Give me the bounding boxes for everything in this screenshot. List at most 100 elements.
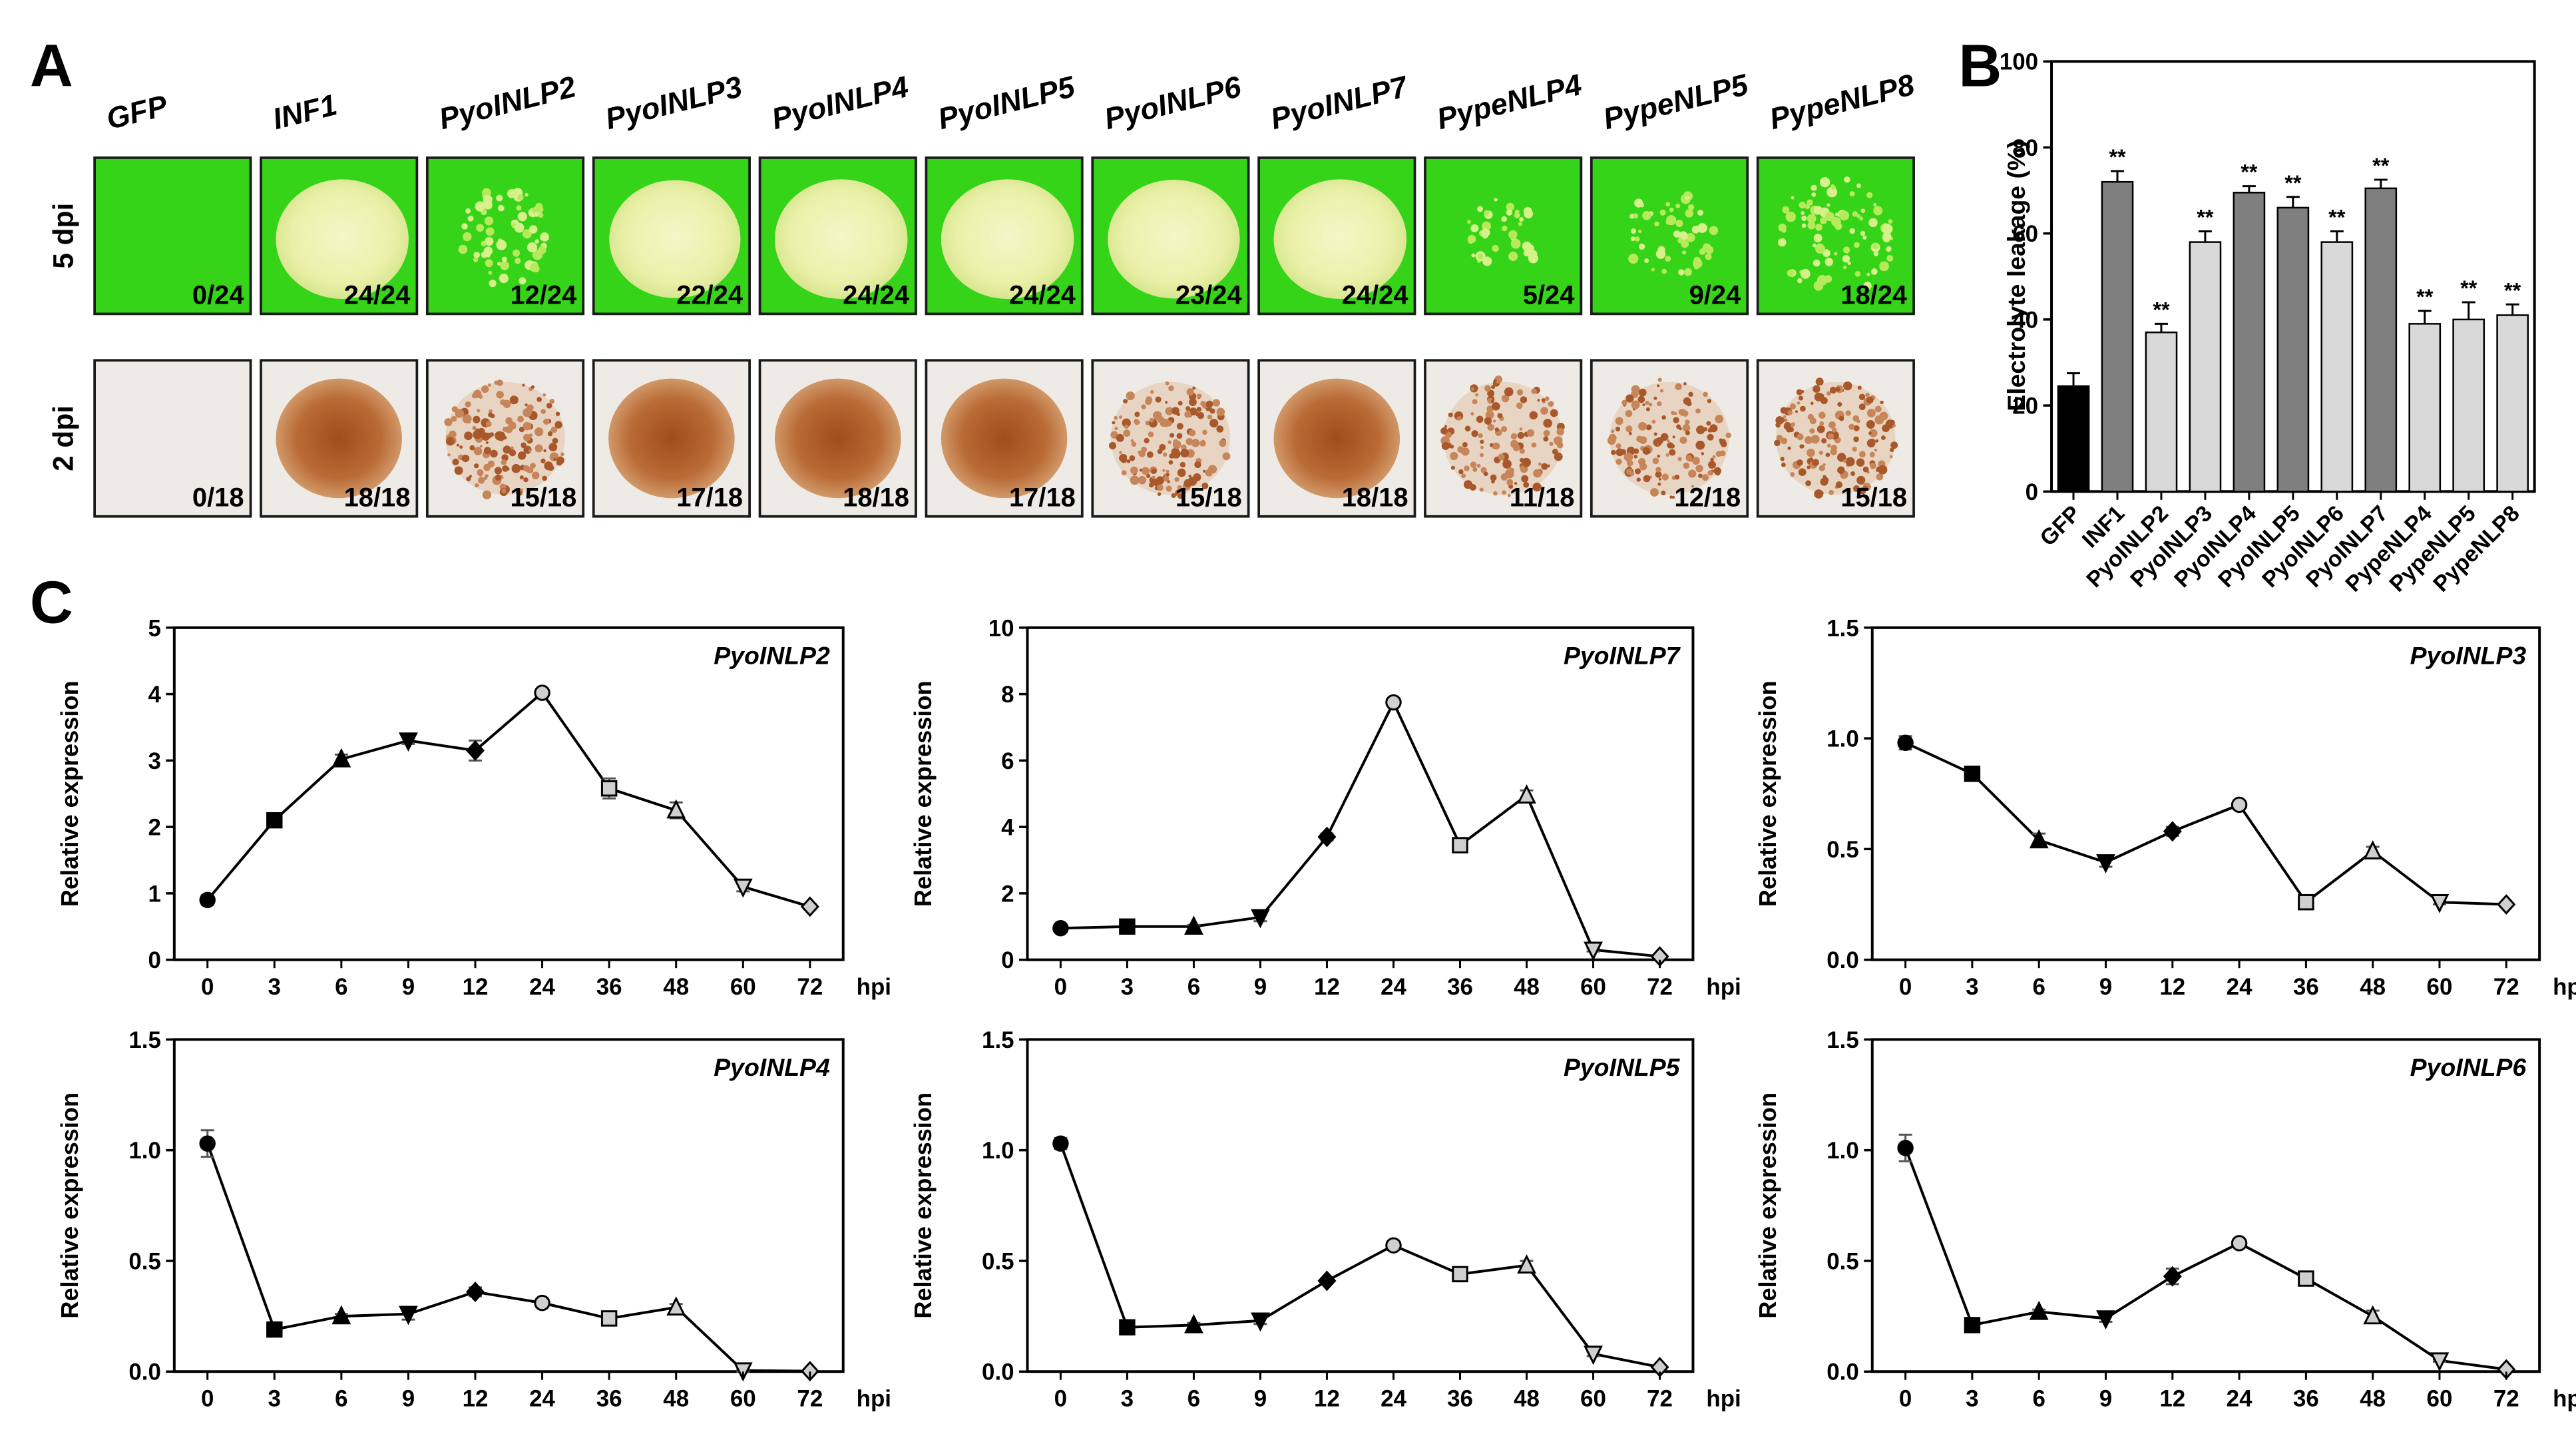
lesion-spot	[496, 240, 507, 250]
dab-spot	[1862, 485, 1868, 491]
dab-spot	[489, 409, 493, 413]
dab-spot	[1146, 473, 1151, 479]
data-point	[1897, 1140, 1914, 1156]
dab-spot	[1675, 383, 1682, 391]
dab-spot	[1874, 405, 1882, 413]
lesion-spot	[465, 208, 471, 214]
x-tick-label: 72	[1647, 974, 1673, 1000]
dab-spot	[503, 399, 511, 408]
dab-spot	[1787, 446, 1791, 450]
dab-spot	[1543, 436, 1549, 442]
score-label: 22/24	[676, 280, 743, 310]
dab-spot	[1852, 447, 1857, 452]
series-line	[206, 690, 811, 908]
data-point	[534, 1294, 550, 1312]
y-tick-label: 0	[1001, 947, 1014, 973]
lesion-spot	[1866, 272, 1870, 276]
dab-spot	[503, 445, 511, 454]
data-point	[666, 799, 686, 819]
dab-spot	[1875, 439, 1879, 443]
x-tick-label: 6	[1187, 1386, 1200, 1412]
dab-spot	[1645, 401, 1649, 405]
dab-spot	[1138, 475, 1147, 485]
dab-spot	[1821, 438, 1827, 444]
dab-spot	[1498, 453, 1505, 461]
dab-spot	[1510, 433, 1518, 440]
lesion-spot	[1801, 215, 1807, 221]
dab-spot	[1774, 439, 1781, 447]
dab-spot	[553, 457, 556, 461]
dab-spot	[1124, 424, 1129, 429]
dab-spot	[1819, 421, 1825, 426]
lesion-spot	[1502, 225, 1508, 232]
dab-spot	[1698, 473, 1703, 479]
dab-spot	[1470, 461, 1477, 468]
lesion-spot	[1854, 242, 1860, 248]
significance-marker: **	[2460, 276, 2477, 300]
y-tick-label: 1.0	[128, 1138, 161, 1164]
dab-spot	[1795, 410, 1799, 413]
column-label-pypenlp5: PypeNLP5	[1600, 67, 1752, 136]
data-point	[266, 1321, 283, 1338]
lesion-spot	[1633, 213, 1639, 219]
dab-spot	[1837, 401, 1842, 407]
lesion-spot	[529, 225, 538, 234]
necrotic-lesion	[609, 180, 741, 298]
dab-spot	[1520, 396, 1528, 403]
dab-spot	[1796, 389, 1803, 395]
dab-stain	[941, 378, 1068, 499]
dab-spot	[1169, 453, 1174, 459]
dab-spot	[1853, 436, 1859, 443]
column-label-pyoinlp7: PyoINLP7	[1267, 69, 1412, 136]
dab-spot	[1661, 490, 1666, 496]
x-tick-label-gfp: GFP	[2036, 501, 2085, 551]
dab-spot	[1691, 456, 1700, 465]
dab-spot	[1472, 467, 1478, 472]
dab-spot	[1497, 413, 1503, 419]
dab-spot	[542, 393, 546, 397]
leaf-background	[1591, 157, 1748, 314]
y-tick-label: 10	[988, 615, 1014, 641]
dab-spot	[473, 447, 483, 455]
dab-spot	[1823, 463, 1826, 467]
x-tick-label: 3	[1966, 1386, 1978, 1412]
dab-spot	[1531, 388, 1537, 394]
dab-spot	[1201, 439, 1205, 443]
x-axis-label: hpi	[857, 1386, 891, 1412]
dab-spot	[1484, 417, 1492, 425]
y-tick-label: 100	[2000, 49, 2038, 75]
dab-spot	[481, 385, 489, 393]
dab-spot	[1685, 419, 1690, 425]
dab-spot	[1180, 461, 1186, 468]
dab-spot	[1119, 415, 1123, 419]
x-tick-label: 0	[201, 974, 214, 1000]
x-tick-label: 3	[1121, 1386, 1134, 1412]
dab-spot	[1625, 394, 1634, 403]
leaf-tile-5dpi-pypenlp5: 9/24	[1590, 156, 1749, 316]
dab-spot	[495, 474, 501, 481]
dab-spot	[1441, 441, 1450, 450]
dab-spot	[1819, 450, 1823, 455]
tile-frame	[1257, 156, 1416, 316]
leaf-tile-5dpi-pyoinlp2: 12/24	[425, 156, 585, 316]
significance-marker: **	[2241, 160, 2258, 184]
dab-stain	[608, 378, 735, 499]
dab-spot	[1186, 388, 1194, 396]
dab-spot	[447, 453, 451, 457]
dab-spot	[511, 463, 521, 473]
lesion-spot	[1807, 221, 1816, 230]
dab-spot	[511, 446, 514, 450]
dab-spot	[1715, 415, 1723, 423]
dab-spot	[528, 449, 532, 453]
y-tick-label: 1.5	[982, 1027, 1014, 1053]
data-point	[1584, 1345, 1603, 1365]
data-point	[2497, 894, 2516, 915]
dab-spot	[1819, 411, 1826, 419]
data-point	[2430, 1352, 2450, 1372]
y-tick-label: 1.0	[1826, 1138, 1859, 1164]
column-label-gfp: GFP	[103, 88, 171, 136]
dab-spot	[1201, 482, 1209, 489]
dab-spot	[550, 426, 558, 433]
dab-spot	[1188, 474, 1191, 478]
dab-spot	[1866, 420, 1875, 429]
